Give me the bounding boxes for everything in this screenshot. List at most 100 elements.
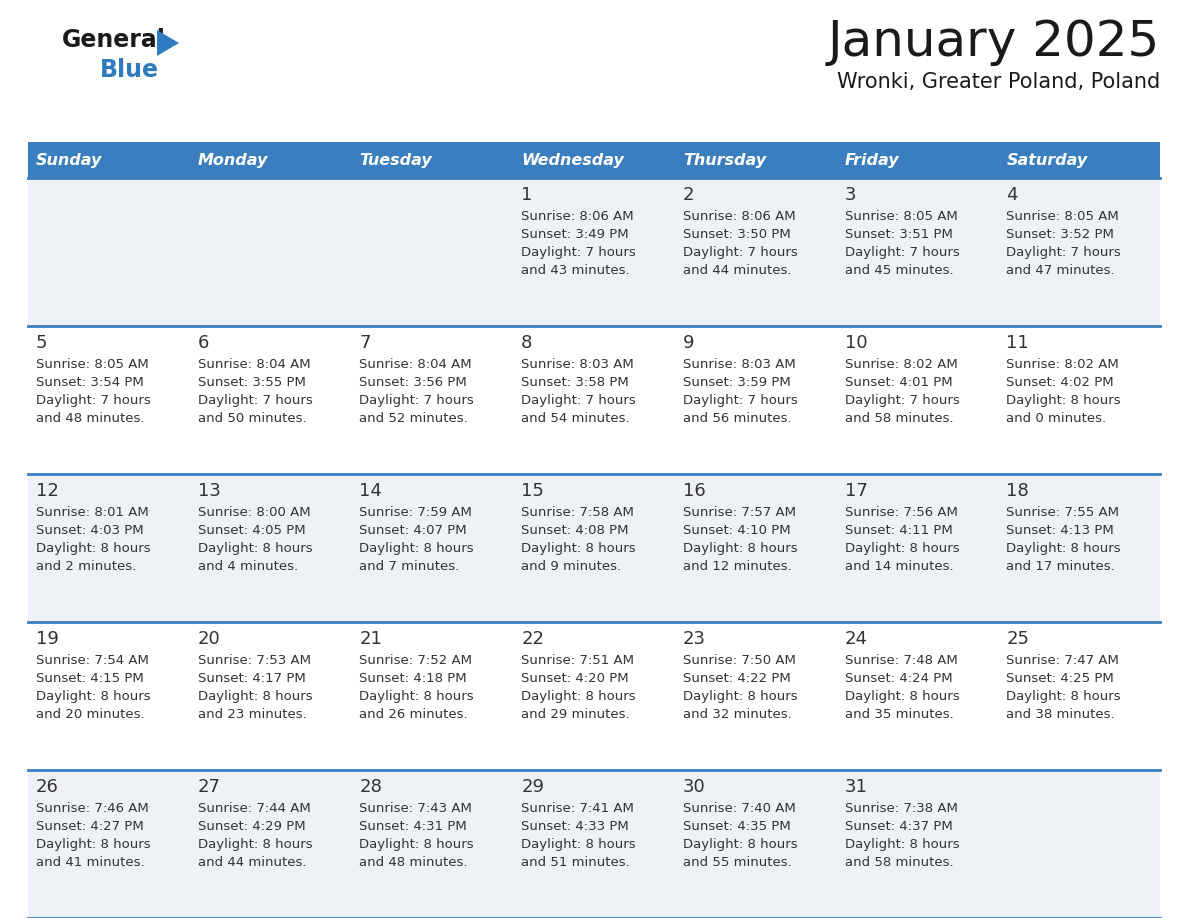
Text: Sunset: 3:49 PM: Sunset: 3:49 PM <box>522 228 628 241</box>
Text: Sunrise: 8:01 AM: Sunrise: 8:01 AM <box>36 506 148 519</box>
Bar <box>352 326 513 474</box>
Text: and 45 minutes.: and 45 minutes. <box>845 264 953 277</box>
Text: and 54 minutes.: and 54 minutes. <box>522 412 630 425</box>
Text: Sunset: 4:35 PM: Sunset: 4:35 PM <box>683 820 790 833</box>
Bar <box>352 142 513 178</box>
Text: Sunrise: 8:03 AM: Sunrise: 8:03 AM <box>683 358 796 371</box>
Text: Sunset: 3:58 PM: Sunset: 3:58 PM <box>522 376 628 389</box>
Text: Sunset: 4:27 PM: Sunset: 4:27 PM <box>36 820 144 833</box>
Text: Sunrise: 7:44 AM: Sunrise: 7:44 AM <box>197 802 310 815</box>
Bar <box>836 474 998 622</box>
Text: 29: 29 <box>522 778 544 796</box>
Bar <box>352 622 513 770</box>
Text: 27: 27 <box>197 778 221 796</box>
Text: Daylight: 7 hours: Daylight: 7 hours <box>845 246 960 259</box>
Text: Sunrise: 7:47 AM: Sunrise: 7:47 AM <box>1006 654 1119 667</box>
Text: Sunrise: 7:50 AM: Sunrise: 7:50 AM <box>683 654 796 667</box>
Text: Sunrise: 8:04 AM: Sunrise: 8:04 AM <box>360 358 472 371</box>
Bar <box>998 326 1159 474</box>
Bar <box>675 474 836 622</box>
Text: Sunset: 3:50 PM: Sunset: 3:50 PM <box>683 228 790 241</box>
Text: and 20 minutes.: and 20 minutes. <box>36 708 145 721</box>
Text: Sunset: 4:29 PM: Sunset: 4:29 PM <box>197 820 305 833</box>
Text: and 47 minutes.: and 47 minutes. <box>1006 264 1114 277</box>
Text: General: General <box>62 28 166 52</box>
Text: and 56 minutes.: and 56 minutes. <box>683 412 791 425</box>
Text: Sunset: 3:52 PM: Sunset: 3:52 PM <box>1006 228 1114 241</box>
Text: Daylight: 8 hours: Daylight: 8 hours <box>845 838 959 851</box>
Bar <box>998 622 1159 770</box>
Polygon shape <box>157 30 179 56</box>
Bar <box>29 178 190 326</box>
Text: and 35 minutes.: and 35 minutes. <box>845 708 953 721</box>
Text: Daylight: 8 hours: Daylight: 8 hours <box>683 542 797 555</box>
Text: Sunset: 4:07 PM: Sunset: 4:07 PM <box>360 524 467 537</box>
Text: Sunset: 3:51 PM: Sunset: 3:51 PM <box>845 228 953 241</box>
Bar <box>513 474 675 622</box>
Text: Blue: Blue <box>100 58 159 82</box>
Text: Sunrise: 7:51 AM: Sunrise: 7:51 AM <box>522 654 634 667</box>
Text: Sunrise: 8:05 AM: Sunrise: 8:05 AM <box>1006 210 1119 223</box>
Text: Sunrise: 7:57 AM: Sunrise: 7:57 AM <box>683 506 796 519</box>
Text: Sunset: 3:56 PM: Sunset: 3:56 PM <box>360 376 467 389</box>
Text: 28: 28 <box>360 778 383 796</box>
Bar <box>513 622 675 770</box>
Text: and 48 minutes.: and 48 minutes. <box>360 856 468 869</box>
Text: Thursday: Thursday <box>683 152 766 167</box>
Text: Saturday: Saturday <box>1006 152 1087 167</box>
Text: Sunset: 4:10 PM: Sunset: 4:10 PM <box>683 524 790 537</box>
Text: Sunset: 4:37 PM: Sunset: 4:37 PM <box>845 820 953 833</box>
Text: Daylight: 8 hours: Daylight: 8 hours <box>1006 690 1121 703</box>
Text: and 23 minutes.: and 23 minutes. <box>197 708 307 721</box>
Text: Sunrise: 7:54 AM: Sunrise: 7:54 AM <box>36 654 148 667</box>
Text: Daylight: 8 hours: Daylight: 8 hours <box>36 542 151 555</box>
Text: Sunrise: 7:40 AM: Sunrise: 7:40 AM <box>683 802 796 815</box>
Text: 21: 21 <box>360 630 383 648</box>
Text: Sunset: 4:02 PM: Sunset: 4:02 PM <box>1006 376 1114 389</box>
Text: Sunset: 4:01 PM: Sunset: 4:01 PM <box>845 376 953 389</box>
Text: 30: 30 <box>683 778 706 796</box>
Text: Sunrise: 7:46 AM: Sunrise: 7:46 AM <box>36 802 148 815</box>
Bar <box>836 142 998 178</box>
Text: and 2 minutes.: and 2 minutes. <box>36 560 137 573</box>
Text: Daylight: 8 hours: Daylight: 8 hours <box>360 542 474 555</box>
Text: 3: 3 <box>845 186 857 204</box>
Text: 10: 10 <box>845 334 867 352</box>
Text: Daylight: 8 hours: Daylight: 8 hours <box>845 690 959 703</box>
Text: and 29 minutes.: and 29 minutes. <box>522 708 630 721</box>
Text: Sunrise: 7:55 AM: Sunrise: 7:55 AM <box>1006 506 1119 519</box>
Text: Daylight: 8 hours: Daylight: 8 hours <box>683 690 797 703</box>
Text: Sunset: 4:24 PM: Sunset: 4:24 PM <box>845 672 953 685</box>
Text: Sunrise: 7:59 AM: Sunrise: 7:59 AM <box>360 506 473 519</box>
Text: Daylight: 7 hours: Daylight: 7 hours <box>197 394 312 407</box>
Text: 8: 8 <box>522 334 532 352</box>
Text: and 0 minutes.: and 0 minutes. <box>1006 412 1106 425</box>
Text: 15: 15 <box>522 482 544 500</box>
Text: Monday: Monday <box>197 152 268 167</box>
Text: 4: 4 <box>1006 186 1018 204</box>
Text: Sunset: 4:31 PM: Sunset: 4:31 PM <box>360 820 467 833</box>
Text: Tuesday: Tuesday <box>360 152 432 167</box>
Text: Sunrise: 8:02 AM: Sunrise: 8:02 AM <box>1006 358 1119 371</box>
Text: and 14 minutes.: and 14 minutes. <box>845 560 953 573</box>
Text: 31: 31 <box>845 778 867 796</box>
Text: Daylight: 8 hours: Daylight: 8 hours <box>36 690 151 703</box>
Bar <box>190 326 352 474</box>
Text: Sunset: 4:08 PM: Sunset: 4:08 PM <box>522 524 628 537</box>
Text: Sunrise: 7:41 AM: Sunrise: 7:41 AM <box>522 802 634 815</box>
Text: Sunrise: 7:48 AM: Sunrise: 7:48 AM <box>845 654 958 667</box>
Text: Daylight: 8 hours: Daylight: 8 hours <box>197 690 312 703</box>
Text: 25: 25 <box>1006 630 1029 648</box>
Text: and 32 minutes.: and 32 minutes. <box>683 708 791 721</box>
Text: Sunset: 4:11 PM: Sunset: 4:11 PM <box>845 524 953 537</box>
Text: Sunrise: 8:05 AM: Sunrise: 8:05 AM <box>36 358 148 371</box>
Bar <box>513 178 675 326</box>
Text: 16: 16 <box>683 482 706 500</box>
Text: Daylight: 7 hours: Daylight: 7 hours <box>36 394 151 407</box>
Text: 24: 24 <box>845 630 867 648</box>
Bar <box>190 770 352 918</box>
Text: and 43 minutes.: and 43 minutes. <box>522 264 630 277</box>
Text: January 2025: January 2025 <box>828 18 1159 66</box>
Text: Friday: Friday <box>845 152 899 167</box>
Bar <box>352 770 513 918</box>
